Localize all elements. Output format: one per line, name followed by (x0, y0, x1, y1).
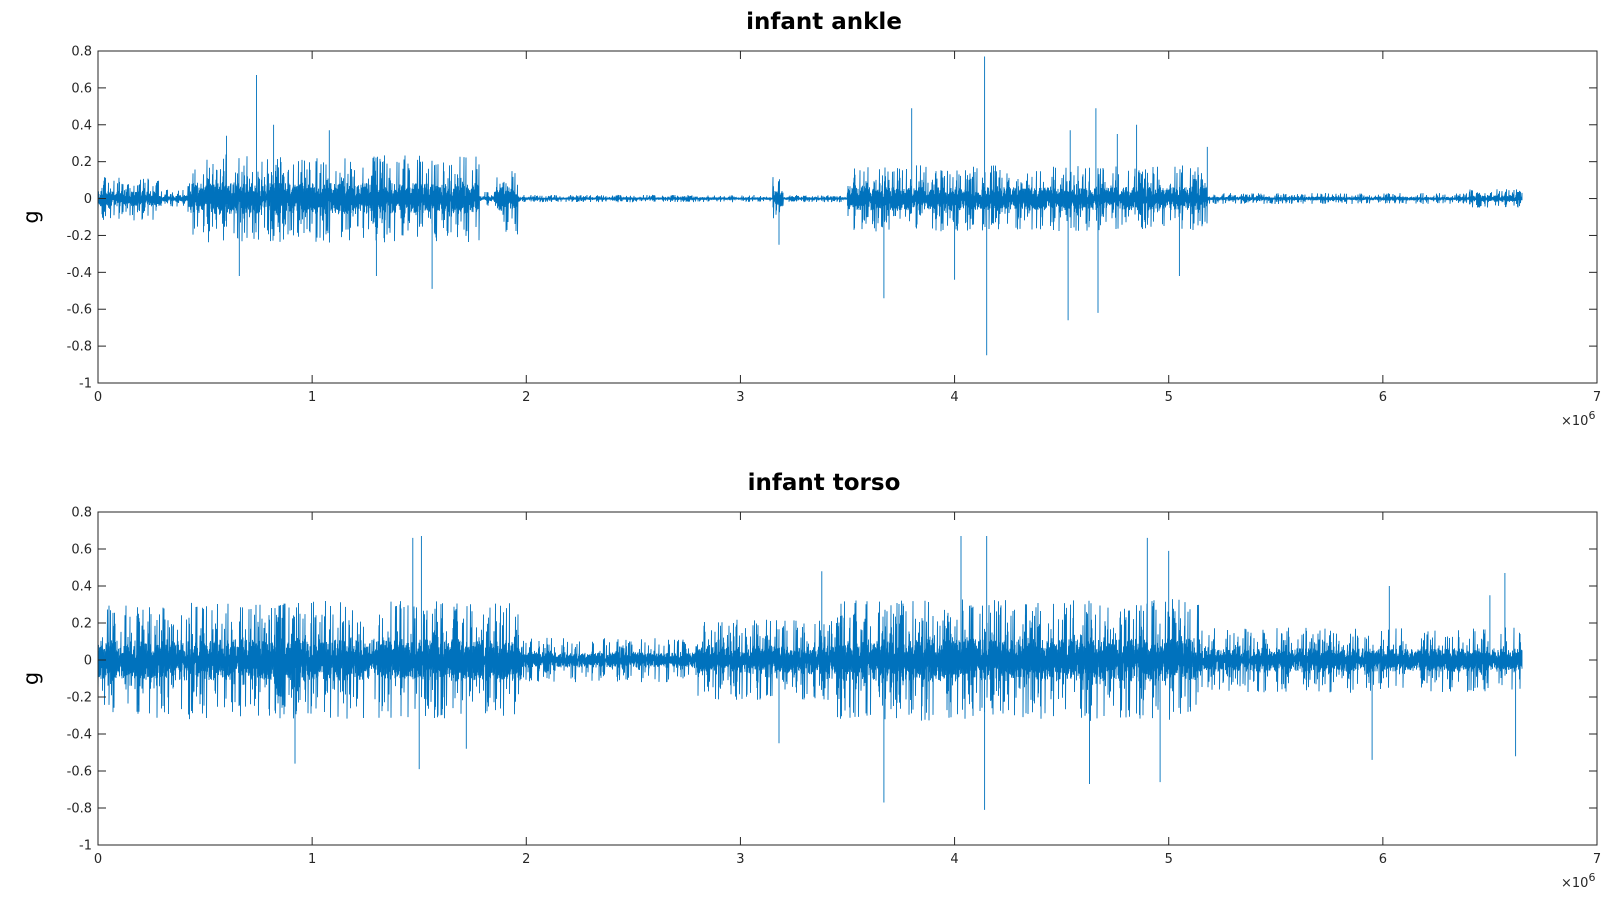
x-tick-label: 5 (1165, 852, 1173, 867)
y-tick-label: 0 (84, 192, 92, 207)
y-tick-label: 0.4 (71, 580, 92, 595)
y-tick-label: -0.6 (67, 303, 92, 318)
y-axis-label: g (19, 210, 43, 223)
y-tick-label: -0.8 (67, 802, 92, 817)
chart-title: infant ankle (746, 9, 902, 35)
multiplier-base: ×10 (1561, 414, 1588, 429)
x-tick-label: 3 (736, 390, 744, 405)
x-tick-label: 2 (522, 852, 530, 867)
y-tick-label: -1 (79, 377, 92, 392)
y-tick-label: 0.4 (71, 118, 92, 133)
chart-title: infant torso (748, 470, 901, 496)
x-axis: 0 1 2 3 4 5 6 7 (94, 512, 1601, 867)
x-axis-multiplier: ×106 (1561, 409, 1595, 429)
plot-area (97, 511, 1598, 846)
y-tick-label: 0.8 (71, 45, 92, 60)
y-tick-label: -1 (79, 839, 92, 854)
x-tick-label: 1 (308, 390, 316, 405)
y-tick-label: 0.6 (71, 543, 92, 558)
x-tick-label: 4 (950, 390, 958, 405)
x-tick-label: 1 (308, 852, 316, 867)
x-tick-label: 0 (94, 390, 102, 405)
y-tick-label: 0.6 (71, 81, 92, 96)
axes-box (97, 50, 1598, 384)
y-axis: -1 -0.8 -0.6 -0.4 -0.2 0 0.2 0.4 0.6 0.8 (67, 45, 1597, 392)
plot-area (97, 50, 1598, 384)
multiplier-exponent: 6 (1588, 409, 1595, 422)
x-tick-label: 7 (1593, 390, 1601, 405)
y-tick-label: 0.8 (71, 506, 92, 521)
x-tick-label: 5 (1165, 390, 1173, 405)
x-tick-label: 7 (1593, 852, 1601, 867)
y-tick-label: -0.4 (67, 266, 92, 281)
chart-panel-ankle: infant ankle 0 1 2 3 4 5 6 7 -1 -0.8 -0.6 -0.4 -0.2… (19, 9, 1601, 429)
x-tick-label: 0 (94, 852, 102, 867)
y-tick-label: 0 (84, 654, 92, 669)
y-axis-label: g (19, 672, 43, 685)
x-tick-label: 2 (522, 390, 530, 405)
x-axis: 0 1 2 3 4 5 6 7 (94, 51, 1601, 405)
multiplier-base: ×10 (1561, 876, 1588, 891)
signal-line (97, 56, 1523, 356)
y-tick-label: -0.4 (67, 728, 92, 743)
y-tick-label: -0.2 (67, 229, 92, 244)
y-tick-label: 0.2 (71, 617, 92, 632)
axes-box (97, 511, 1598, 846)
y-tick-label: -0.6 (67, 765, 92, 780)
x-tick-label: 6 (1379, 852, 1387, 867)
y-tick-label: -0.2 (67, 691, 92, 706)
multiplier-exponent: 6 (1588, 871, 1595, 884)
signal-line (97, 536, 1523, 810)
x-tick-label: 6 (1379, 390, 1387, 405)
chart-panel-torso: infant torso 0 1 2 3 4 5 6 7 -1 -0.8 -0.6 -0.4 -0.2… (19, 470, 1601, 891)
x-tick-label: 3 (736, 852, 744, 867)
x-axis-multiplier: ×106 (1561, 871, 1595, 891)
x-tick-label: 4 (950, 852, 958, 867)
y-tick-label: 0.2 (71, 155, 92, 170)
y-tick-label: -0.8 (67, 340, 92, 355)
y-axis: -1 -0.8 -0.6 -0.4 -0.2 0 0.2 0.4 0.6 0.8 (67, 506, 1597, 854)
